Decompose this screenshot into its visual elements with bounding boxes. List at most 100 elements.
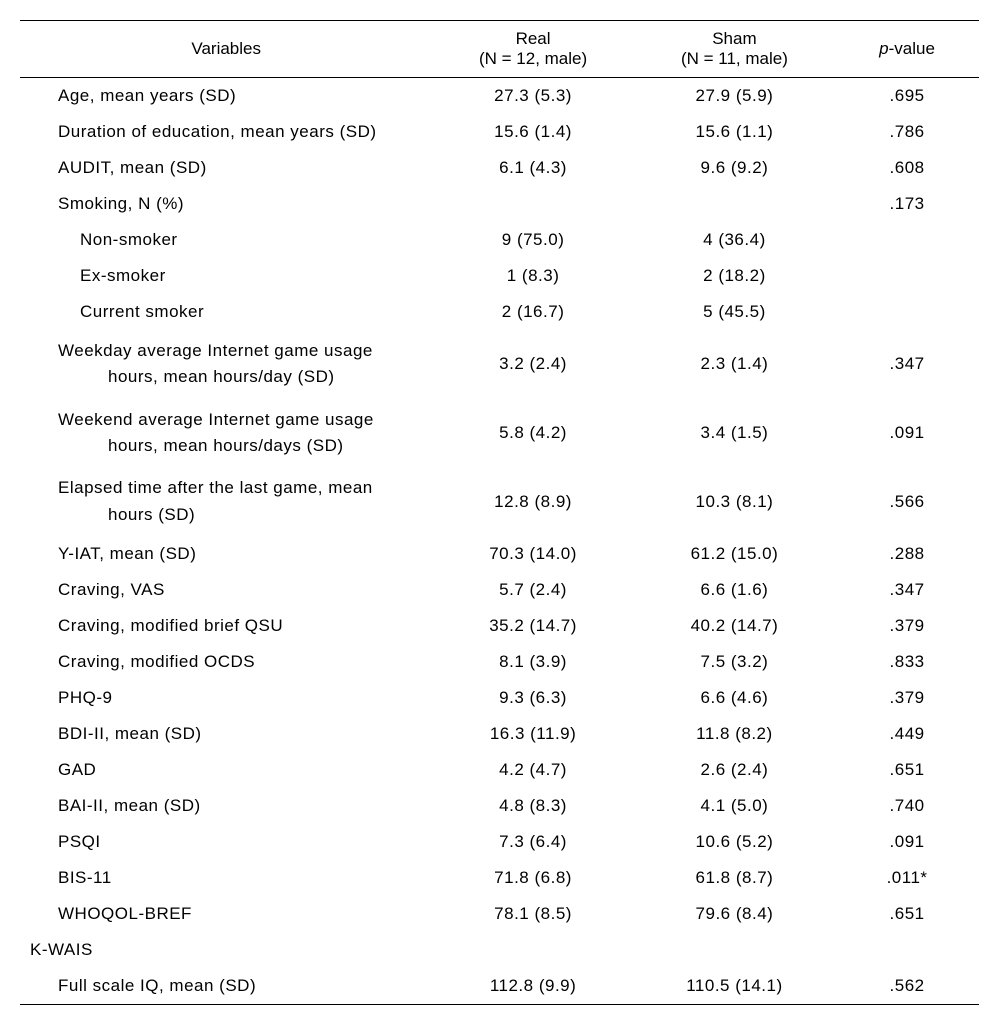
cell-variable-line: hours, mean hours/days (SD) bbox=[58, 433, 422, 459]
cell-real: 5.8 (4.2) bbox=[432, 399, 633, 468]
cell-real: 35.2 (14.7) bbox=[432, 608, 633, 644]
cell-pvalue: .695 bbox=[835, 78, 979, 115]
table-row: Current smoker2 (16.7)5 (45.5) bbox=[20, 294, 979, 330]
cell-pvalue: .566 bbox=[835, 467, 979, 536]
cell-variable: WHOQOL-BREF bbox=[20, 896, 432, 932]
cell-real: 8.1 (3.9) bbox=[432, 644, 633, 680]
table-row: BIS-1171.8 (6.8)61.8 (8.7).011* bbox=[20, 860, 979, 896]
cell-pvalue: .608 bbox=[835, 150, 979, 186]
cell-pvalue: .091 bbox=[835, 399, 979, 468]
table-body: Age, mean years (SD)27.3 (5.3)27.9 (5.9)… bbox=[20, 78, 979, 1005]
cell-sham: 61.8 (8.7) bbox=[634, 860, 835, 896]
cell-variable-line: Weekend average Internet game usage bbox=[58, 407, 422, 433]
table-row: PHQ-99.3 (6.3)6.6 (4.6).379 bbox=[20, 680, 979, 716]
cell-variable: BAI-II, mean (SD) bbox=[20, 788, 432, 824]
cell-variable-line: Elapsed time after the last game, mean bbox=[58, 475, 422, 501]
cell-real: 71.8 (6.8) bbox=[432, 860, 633, 896]
header-real-label: Real bbox=[516, 29, 551, 48]
cell-real: 2 (16.7) bbox=[432, 294, 633, 330]
cell-pvalue: .379 bbox=[835, 680, 979, 716]
cell-sham: 5 (45.5) bbox=[634, 294, 835, 330]
table-row: Weekday average Internet game usagehours… bbox=[20, 330, 979, 399]
cell-sham: 2.6 (2.4) bbox=[634, 752, 835, 788]
table-row: Elapsed time after the last game, meanho… bbox=[20, 467, 979, 536]
cell-real: 9 (75.0) bbox=[432, 222, 633, 258]
cell-variable: BIS-11 bbox=[20, 860, 432, 896]
cell-sham bbox=[634, 932, 835, 968]
cell-pvalue: .288 bbox=[835, 536, 979, 572]
cell-pvalue: .651 bbox=[835, 896, 979, 932]
cell-pvalue: .011* bbox=[835, 860, 979, 896]
cell-variable: BDI-II, mean (SD) bbox=[20, 716, 432, 752]
cell-variable: Weekend average Internet game usagehours… bbox=[20, 399, 432, 468]
cell-variable: Y-IAT, mean (SD) bbox=[20, 536, 432, 572]
cell-pvalue: .651 bbox=[835, 752, 979, 788]
cell-real bbox=[432, 186, 633, 222]
cell-sham: 15.6 (1.1) bbox=[634, 114, 835, 150]
cell-sham: 40.2 (14.7) bbox=[634, 608, 835, 644]
table-header: Variables Real (N = 12, male) Sham (N = … bbox=[20, 21, 979, 78]
cell-sham: 79.6 (8.4) bbox=[634, 896, 835, 932]
cell-variable-line: Weekday average Internet game usage bbox=[58, 338, 422, 364]
cell-pvalue bbox=[835, 258, 979, 294]
cell-sham: 11.8 (8.2) bbox=[634, 716, 835, 752]
cell-pvalue: .173 bbox=[835, 186, 979, 222]
header-variables: Variables bbox=[20, 21, 432, 78]
table-row: Craving, VAS5.7 (2.4)6.6 (1.6).347 bbox=[20, 572, 979, 608]
cell-variable: Smoking, N (%) bbox=[20, 186, 432, 222]
header-pvalue-suffix: -value bbox=[889, 39, 935, 58]
table-row: Weekend average Internet game usagehours… bbox=[20, 399, 979, 468]
cell-sham: 2.3 (1.4) bbox=[634, 330, 835, 399]
header-pvalue: p-value bbox=[835, 21, 979, 78]
table-row: Age, mean years (SD)27.3 (5.3)27.9 (5.9)… bbox=[20, 78, 979, 115]
table-row: Craving, modified OCDS8.1 (3.9)7.5 (3.2)… bbox=[20, 644, 979, 680]
cell-sham: 27.9 (5.9) bbox=[634, 78, 835, 115]
header-real-sub: (N = 12, male) bbox=[436, 49, 629, 69]
cell-pvalue: .347 bbox=[835, 330, 979, 399]
cell-variable: Craving, VAS bbox=[20, 572, 432, 608]
cell-real: 1 (8.3) bbox=[432, 258, 633, 294]
table-row: BDI-II, mean (SD)16.3 (11.9)11.8 (8.2).4… bbox=[20, 716, 979, 752]
cell-real: 112.8 (9.9) bbox=[432, 968, 633, 1005]
cell-variable: Age, mean years (SD) bbox=[20, 78, 432, 115]
cell-real: 3.2 (2.4) bbox=[432, 330, 633, 399]
table-row: Duration of education, mean years (SD)15… bbox=[20, 114, 979, 150]
cell-pvalue: .562 bbox=[835, 968, 979, 1005]
cell-real: 70.3 (14.0) bbox=[432, 536, 633, 572]
cell-sham: 7.5 (3.2) bbox=[634, 644, 835, 680]
cell-real: 27.3 (5.3) bbox=[432, 78, 633, 115]
cell-pvalue bbox=[835, 222, 979, 258]
cell-sham: 3.4 (1.5) bbox=[634, 399, 835, 468]
table-row: WHOQOL-BREF78.1 (8.5)79.6 (8.4).651 bbox=[20, 896, 979, 932]
cell-pvalue: .740 bbox=[835, 788, 979, 824]
table-row: Craving, modified brief QSU35.2 (14.7)40… bbox=[20, 608, 979, 644]
header-pvalue-prefix: p bbox=[879, 39, 888, 58]
cell-variable: Elapsed time after the last game, meanho… bbox=[20, 467, 432, 536]
table-row: AUDIT, mean (SD)6.1 (4.3)9.6 (9.2).608 bbox=[20, 150, 979, 186]
cell-sham bbox=[634, 186, 835, 222]
header-real: Real (N = 12, male) bbox=[432, 21, 633, 78]
cell-pvalue: .833 bbox=[835, 644, 979, 680]
cell-variable: Current smoker bbox=[20, 294, 432, 330]
cell-sham: 4.1 (5.0) bbox=[634, 788, 835, 824]
cell-real: 7.3 (6.4) bbox=[432, 824, 633, 860]
table-row: Non-smoker9 (75.0)4 (36.4) bbox=[20, 222, 979, 258]
cell-variable: Ex-smoker bbox=[20, 258, 432, 294]
cell-real: 9.3 (6.3) bbox=[432, 680, 633, 716]
cell-variable: Craving, modified OCDS bbox=[20, 644, 432, 680]
cell-pvalue bbox=[835, 294, 979, 330]
cell-sham: 6.6 (1.6) bbox=[634, 572, 835, 608]
cell-sham: 9.6 (9.2) bbox=[634, 150, 835, 186]
cell-sham: 110.5 (14.1) bbox=[634, 968, 835, 1005]
cell-pvalue: .347 bbox=[835, 572, 979, 608]
cell-variable: GAD bbox=[20, 752, 432, 788]
cell-variable: K-WAIS bbox=[20, 932, 432, 968]
cell-sham: 10.3 (8.1) bbox=[634, 467, 835, 536]
cell-real: 78.1 (8.5) bbox=[432, 896, 633, 932]
cell-pvalue: .379 bbox=[835, 608, 979, 644]
cell-real: 4.8 (8.3) bbox=[432, 788, 633, 824]
cell-real: 12.8 (8.9) bbox=[432, 467, 633, 536]
cell-sham: 6.6 (4.6) bbox=[634, 680, 835, 716]
cell-variable-line: hours (SD) bbox=[58, 502, 422, 528]
table-row: PSQI7.3 (6.4)10.6 (5.2).091 bbox=[20, 824, 979, 860]
